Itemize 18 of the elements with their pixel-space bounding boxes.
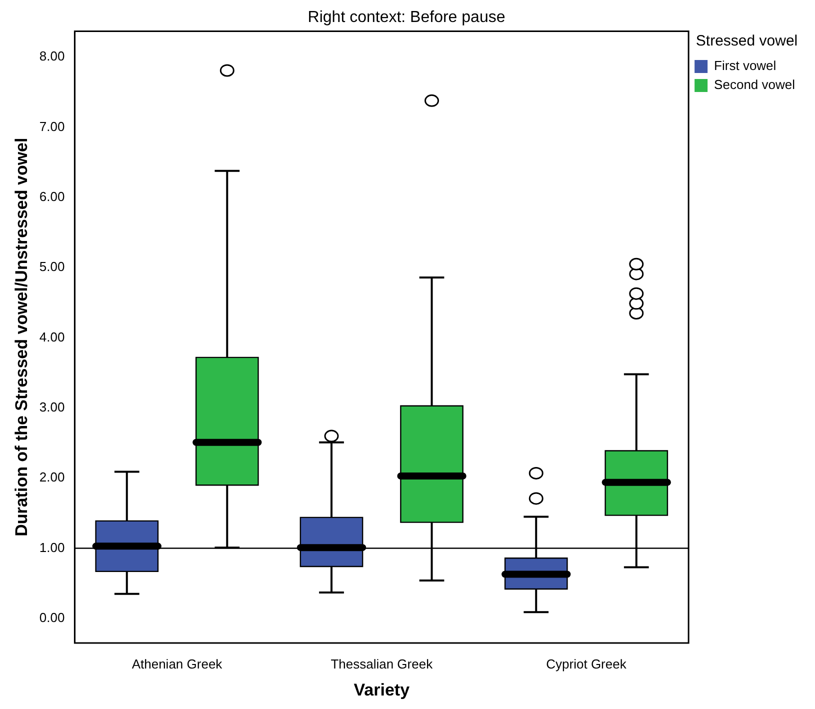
y-axis-title: Duration of the Stressed vowel/Unstressed vowel xyxy=(12,138,31,536)
legend-label: First vowel xyxy=(714,58,776,74)
legend-label: Second vowel xyxy=(714,77,796,92)
y-tick-label: 5.00 xyxy=(39,259,65,274)
y-tick-label: 2.00 xyxy=(39,470,65,485)
x-tick-label: Cypriot Greek xyxy=(546,656,627,672)
y-tick-label: 0.00 xyxy=(39,610,65,626)
y-tick-label: 7.00 xyxy=(39,118,65,134)
x-axis-title: Variety xyxy=(354,680,410,700)
y-tick-label: 4.00 xyxy=(39,329,65,344)
y-tick-label: 8.00 xyxy=(39,48,65,64)
x-tick-label: Thessalian Greek xyxy=(330,656,434,672)
y-tick-label: 1.00 xyxy=(39,540,65,555)
chart-title: Right context: Before pause xyxy=(308,9,506,26)
y-tick-label: 3.00 xyxy=(39,400,65,415)
y-tick-label: 6.00 xyxy=(39,189,65,204)
legend-title: Stressed vowel xyxy=(696,32,798,50)
x-tick-label: Athenian Greek xyxy=(132,656,223,672)
